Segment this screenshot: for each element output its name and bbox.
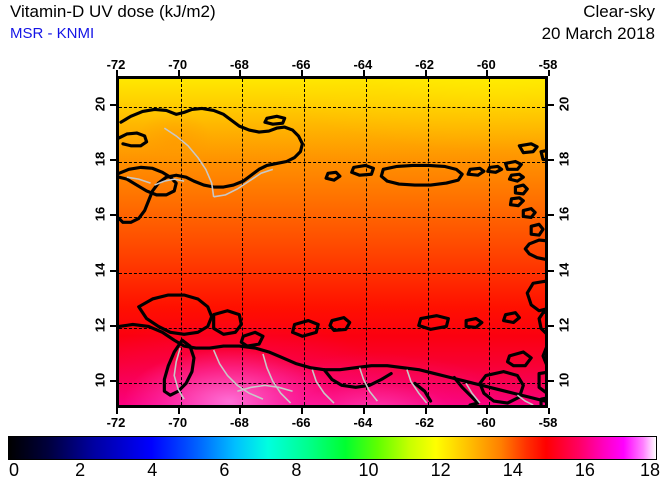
y-tick-mark-left — [110, 214, 116, 217]
x-tick-mark-top — [362, 70, 365, 76]
colorbar-tick-label: 8 — [291, 460, 302, 480]
border-river-lines — [126, 127, 534, 405]
x-tick-mark-top — [548, 70, 550, 76]
data-source-label: MSR - KNMI — [10, 25, 95, 42]
gridline-horizontal — [119, 272, 545, 274]
x-tick-mark-top — [177, 70, 180, 76]
colorbar — [8, 436, 657, 460]
colorbar-tick-label: 18 — [639, 460, 661, 480]
x-tick-mark-top — [301, 70, 304, 76]
x-tick-mark-bottom — [239, 408, 242, 414]
y-tick-label-left: 14 — [92, 262, 108, 277]
colorbar-tick-label: 0 — [8, 460, 20, 480]
gridline-horizontal — [119, 162, 545, 163]
y-tick-label-left: 10 — [92, 373, 108, 388]
x-tick-label-top: -62 — [415, 57, 434, 72]
x-tick-label-bottom: -58 — [538, 415, 558, 430]
y-tick-label-left: 12 — [92, 317, 108, 333]
y-tick-mark-left — [110, 325, 116, 327]
y-tick-mark-left — [110, 103, 116, 106]
x-tick-mark-top — [486, 70, 489, 76]
x-tick-label-top: -60 — [476, 57, 496, 72]
page-title: Vitamin-D UV dose (kJ/m2) — [10, 2, 216, 21]
colorbar-tick-labels: 0 2 4 6 8 10 12 14 16 18 — [0, 458, 665, 480]
coastline-paths — [119, 106, 545, 405]
x-tick-label-top: -66 — [291, 57, 311, 72]
gridline-horizontal — [119, 106, 545, 108]
gridline-vertical — [304, 79, 306, 405]
colorbar-tick-label: 2 — [75, 460, 86, 480]
x-tick-mark-bottom — [424, 408, 427, 414]
colorbar-tick-label: 4 — [147, 460, 158, 480]
x-tick-mark-top — [424, 70, 427, 76]
map-plot-area[interactable] — [116, 76, 548, 408]
x-tick-label-bottom: -62 — [415, 415, 434, 430]
y-tick-mark-right — [548, 269, 554, 272]
x-tick-label-top: -68 — [230, 57, 249, 72]
gridline-vertical — [489, 79, 491, 405]
date-label: 20 March 2018 — [541, 24, 655, 43]
chart-header: Vitamin-D UV dose (kJ/m2) MSR - KNMI Cle… — [0, 0, 665, 52]
y-tick-mark-left — [110, 269, 116, 272]
x-tick-mark-bottom — [116, 408, 118, 414]
x-tick-label-top: -72 — [106, 57, 126, 72]
x-tick-label-top: -64 — [353, 57, 373, 72]
y-tick-label-right: 12 — [556, 317, 572, 333]
y-tick-mark-right — [548, 159, 554, 161]
colorbar-tick-label: 12 — [430, 460, 451, 480]
x-tick-mark-bottom — [177, 408, 180, 414]
y-tick-mark-right — [548, 380, 554, 383]
y-tick-label-left: 16 — [92, 207, 108, 222]
x-tick-label-bottom: -66 — [291, 415, 311, 430]
y-tick-label-right: 14 — [556, 262, 572, 277]
coastline-layer — [119, 79, 545, 405]
y-tick-mark-left — [110, 380, 116, 383]
x-tick-mark-bottom — [362, 408, 365, 414]
y-tick-label-right: 18 — [556, 151, 572, 167]
y-tick-label-left: 18 — [92, 151, 108, 167]
gridline-vertical — [180, 79, 182, 405]
gridline-vertical — [365, 79, 367, 405]
colorbar-tick-label: 16 — [574, 460, 595, 480]
colorbar-gradient — [9, 437, 656, 459]
gridline-vertical — [242, 79, 244, 405]
x-tick-label-bottom: -60 — [476, 415, 496, 430]
gridline-horizontal — [119, 383, 545, 385]
y-tick-label-right: 16 — [556, 207, 572, 222]
x-tick-label-top: -70 — [168, 57, 188, 72]
x-tick-label-bottom: -64 — [353, 415, 373, 430]
gridline-vertical — [427, 79, 429, 405]
y-tick-mark-left — [110, 159, 116, 161]
y-tick-mark-right — [548, 214, 554, 217]
colorbar-tick-label: 10 — [358, 460, 379, 480]
y-tick-label-left: 20 — [92, 96, 108, 111]
x-tick-label-bottom: -72 — [106, 415, 126, 430]
x-tick-mark-bottom — [548, 408, 550, 414]
x-tick-label-top: -58 — [538, 57, 558, 72]
x-tick-label-bottom: -70 — [168, 415, 188, 430]
colorbar-tick-label: 6 — [219, 460, 230, 480]
x-tick-mark-bottom — [486, 408, 489, 414]
x-tick-mark-top — [239, 70, 242, 76]
x-tick-mark-bottom — [301, 408, 304, 414]
y-tick-label-right: 20 — [556, 96, 572, 111]
x-tick-mark-top — [116, 70, 118, 76]
coastline-svg — [119, 106, 545, 405]
gridline-horizontal — [119, 217, 545, 219]
y-tick-label-right: 10 — [556, 373, 572, 388]
y-tick-mark-right — [548, 325, 554, 327]
y-tick-mark-right — [548, 103, 554, 106]
colorbar-tick-label: 14 — [502, 460, 523, 480]
x-tick-label-bottom: -68 — [230, 415, 249, 430]
sky-condition-label: Clear-sky — [583, 2, 655, 21]
